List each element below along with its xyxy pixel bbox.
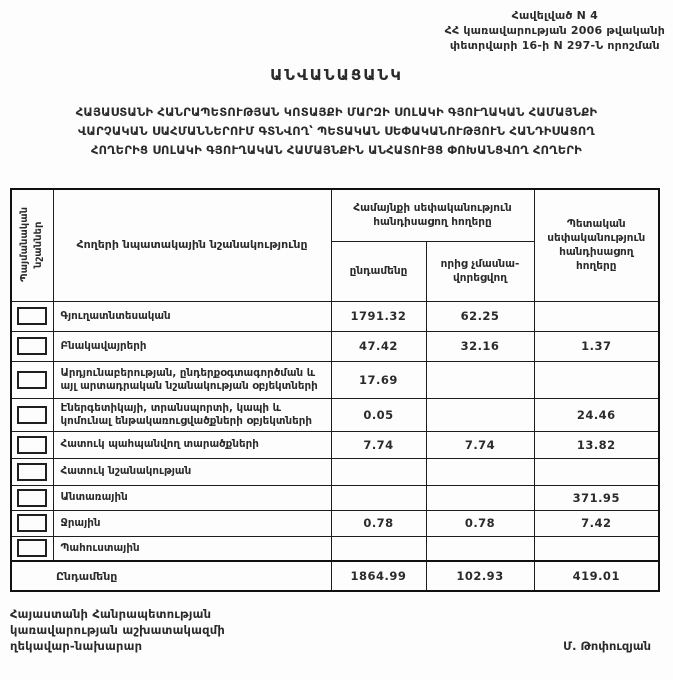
state-value: 1.37 — [533, 330, 660, 362]
row-label: Անտառային — [52, 484, 332, 511]
column-header-purpose: Հողերի նպատակային նշանակությունը — [52, 188, 332, 302]
table-row: Անտառային 371.95 — [10, 484, 660, 511]
row-label: Էներգետիկայի, տրանսպորտի, կապի և կոմունա… — [52, 397, 332, 432]
symbol-cell — [10, 397, 54, 432]
legend-box-icon — [17, 337, 48, 355]
community-total-value — [330, 484, 427, 511]
table-row: Բնակավայրերի 47.42 32.16 1.37 — [10, 330, 660, 362]
subtitle-line: ՎԱՐՉԱԿԱՆ ՍԱՀՄԱՆՆԵՐՈՒՄ ԳՏՆՎՈՂ՝ ՊԵՏԱԿԱՆ ՍԵ… — [78, 124, 595, 138]
column-header-community-group: Համայնքի սեփականություն հանդիսացող հողեր… — [330, 188, 535, 242]
total-label: Ընդամենը — [10, 560, 332, 592]
row-label: Հատուկ պահպանվող տարածքների — [52, 430, 332, 459]
subtitle-line: ՀՈՂԵՐԻՑ ՍՈԼԱԿԻ ԳՅՈՒՂԱԿԱՆ ՀԱՄԱՅՆՔԻՆ ԱՆՀԱՏ… — [90, 143, 583, 157]
state-value: 7.42 — [533, 509, 660, 537]
signatory-title: Հայաստանի Հանրապետության կառավարության ա… — [10, 606, 225, 654]
community-total-value — [330, 535, 427, 562]
legend-box-icon — [17, 488, 48, 507]
state-value: 13.82 — [533, 430, 660, 459]
row-label: Ջրային — [52, 509, 332, 537]
reference-block: Հավելված N 4 ՀՀ կառավարության 2006 թվակա… — [445, 8, 665, 53]
state-value — [533, 535, 660, 562]
page-title: ԱՆՎԱՆԱՑԱՆԿ — [270, 66, 403, 84]
legend-box-icon — [17, 539, 48, 558]
row-label: Պահուստային — [52, 535, 332, 562]
signatory-title-line: Հայաստանի Հանրապետության — [10, 607, 212, 621]
legend-box-icon — [17, 307, 48, 325]
community-total-value: 7.74 — [330, 430, 427, 459]
table-row: Գյուղատնտեսական 1791.32 62.25 — [10, 300, 660, 332]
symbol-cell — [10, 330, 54, 362]
table-row: Հատուկ նշանակության — [10, 457, 660, 486]
legend-box-icon — [17, 462, 48, 481]
not-privatized-value: 32.16 — [425, 330, 535, 362]
not-privatized-value — [425, 360, 535, 399]
column-header-state: Պետական սեփականություն հանդիսացող հողերը — [533, 188, 660, 302]
symbol-cell — [10, 535, 54, 562]
community-total-value — [330, 457, 427, 486]
symbol-cell — [10, 360, 54, 399]
total-not-privatized-value: 102.93 — [425, 560, 535, 592]
land-table: Պայմանական նշաններ Հողերի նպատակային նշա… — [10, 188, 661, 592]
symbol-cell — [10, 300, 54, 332]
legend-box-icon — [17, 514, 48, 532]
not-privatized-value: 62.25 — [425, 300, 535, 332]
subtitle-line: ՀԱՅԱՍՏԱՆԻ ՀԱՆՐԱՊԵՏՈՒԹՅԱՆ ԿՈՏԱՅՔԻ ՄԱՐԶԻ Ս… — [75, 105, 598, 119]
community-total-value: 1791.32 — [330, 300, 427, 332]
row-label: Բնակավայրերի — [52, 330, 332, 362]
not-privatized-value: 7.74 — [425, 430, 535, 459]
total-community-value: 1864.99 — [330, 560, 427, 592]
symbol-cell — [10, 457, 54, 486]
table-row: Հատուկ պահպանվող տարածքների 7.74 7.74 13… — [10, 430, 660, 459]
not-privatized-value — [425, 457, 535, 486]
community-total-value: 17.69 — [330, 360, 427, 399]
not-privatized-value — [425, 535, 535, 562]
page-subtitle: ՀԱՅԱՍՏԱՆԻ ՀԱՆՐԱՊԵՏՈՒԹՅԱՆ ԿՈՏԱՅՔԻ ՄԱՐԶԻ Ս… — [0, 103, 673, 160]
community-total-value: 47.42 — [330, 330, 427, 362]
legend-box-icon — [17, 405, 48, 424]
signatory-name: Մ. Թոփուզյան — [563, 639, 651, 653]
table-row: Էներգետիկայի, տրանսպորտի, կապի և կոմունա… — [10, 397, 660, 432]
table-row: Պահուստային — [10, 535, 660, 562]
signatory-title-line: ղեկավար-նախարար — [10, 639, 143, 653]
not-privatized-value — [425, 397, 535, 432]
reference-line: փետրվարի 16-ի N 297-Ն որոշման — [449, 39, 660, 52]
column-header-not-privatized: որից չմասնա-վորեցվող — [425, 240, 535, 302]
column-header-symbols-label: Պայմանական նշաններ — [19, 207, 45, 283]
reference-line: ՀՀ կառավարության 2006 թվականի — [444, 24, 665, 37]
state-value — [533, 360, 660, 399]
reference-line: Հավելված N 4 — [511, 9, 598, 22]
state-value: 24.46 — [533, 397, 660, 432]
legend-box-icon — [17, 435, 48, 454]
community-total-value: 0.78 — [330, 509, 427, 537]
community-total-value: 0.05 — [330, 397, 427, 432]
signature-block: Հայաստանի Հանրապետության կառավարության ա… — [10, 606, 663, 654]
column-header-symbols: Պայմանական նշաններ — [10, 188, 54, 302]
not-privatized-value — [425, 484, 535, 511]
table-row: Արդյունաբերության, ընդերքօգտագործման և ա… — [10, 360, 660, 399]
state-value: 371.95 — [533, 484, 660, 511]
total-state-value: 419.01 — [533, 560, 660, 592]
state-value — [533, 300, 660, 332]
symbol-cell — [10, 509, 54, 537]
total-row: Ընդամենը 1864.99 102.93 419.01 — [10, 560, 660, 592]
row-label: Արդյունաբերության, ընդերքօգտագործման և ա… — [52, 360, 332, 399]
legend-box-icon — [17, 370, 48, 389]
symbol-cell — [10, 484, 54, 511]
column-header-community-total: ընդամենը — [330, 240, 427, 302]
state-value — [533, 457, 660, 486]
signatory-title-line: կառավարության աշխատակազմի — [10, 623, 225, 637]
symbol-cell — [10, 430, 54, 459]
row-label: Գյուղատնտեսական — [52, 300, 332, 332]
table-row: Ջրային 0.78 0.78 7.42 — [10, 509, 660, 537]
row-label: Հատուկ նշանակության — [52, 457, 332, 486]
not-privatized-value: 0.78 — [425, 509, 535, 537]
